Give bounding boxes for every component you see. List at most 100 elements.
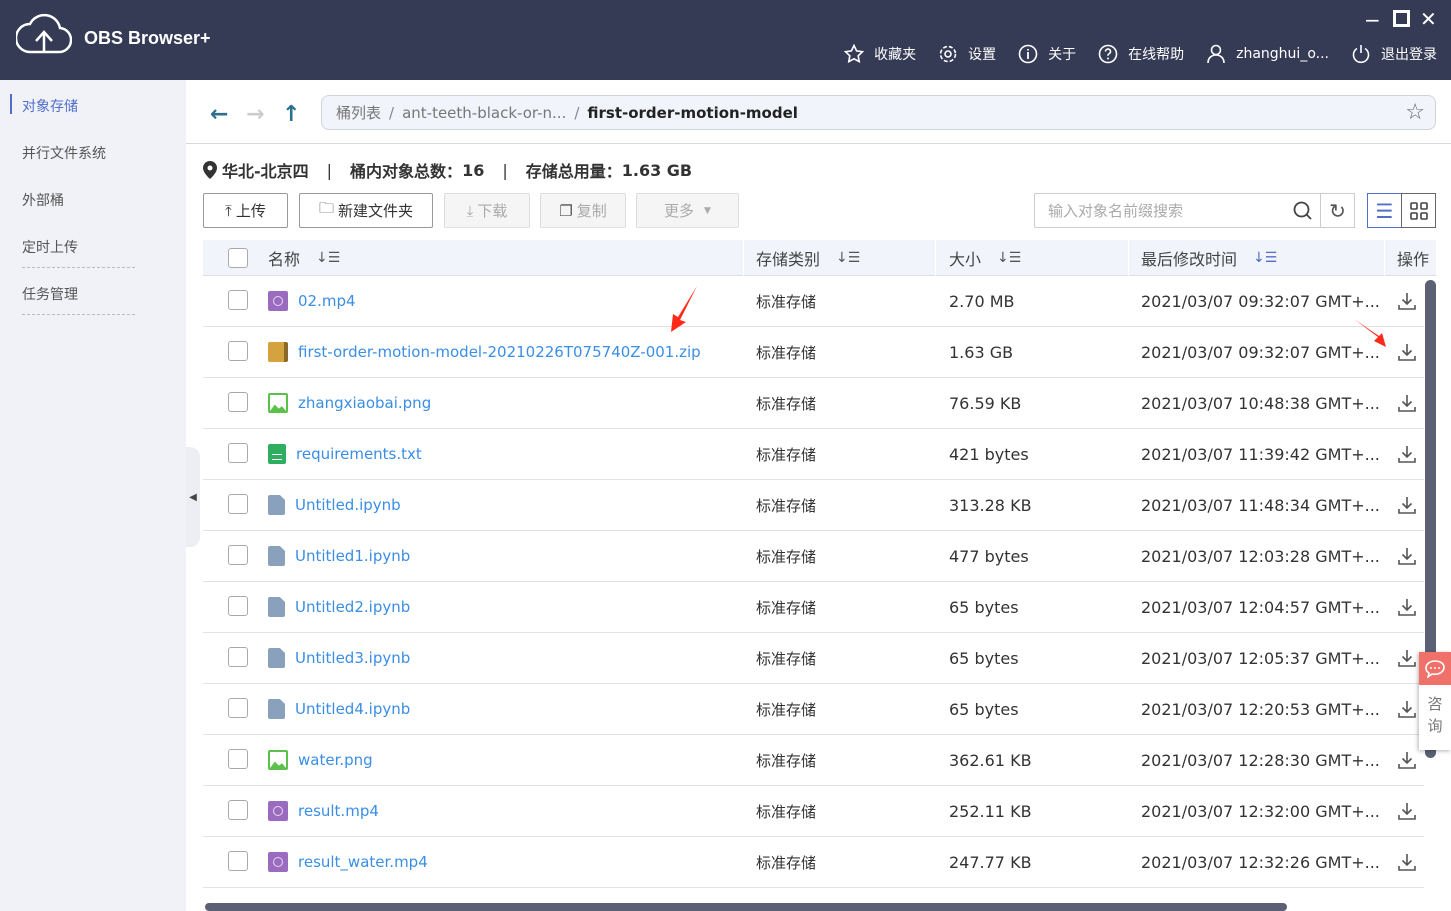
more-button[interactable]: 更多 ▼: [636, 193, 739, 228]
new-folder-button[interactable]: 🗀 新建文件夹: [299, 193, 433, 228]
row-checkbox[interactable]: [228, 443, 248, 463]
row-checkbox[interactable]: [228, 392, 248, 412]
power-icon: [1352, 45, 1370, 64]
minimize-button[interactable]: −: [1364, 8, 1381, 32]
consult-button[interactable]: 咨询: [1419, 652, 1451, 750]
column-name[interactable]: 名称 ↓☰: [268, 240, 340, 276]
select-all-checkbox[interactable]: [228, 248, 248, 268]
file-name-link[interactable]: requirements.txt: [296, 445, 422, 463]
sort-icon[interactable]: ↓☰: [836, 250, 861, 266]
file-name-link[interactable]: result.mp4: [298, 802, 379, 820]
download-icon[interactable]: [1397, 837, 1417, 887]
download-icon[interactable]: [1397, 531, 1417, 581]
gear-icon: [939, 45, 957, 63]
row-checkbox[interactable]: [228, 647, 248, 667]
copy-label: 复制: [576, 202, 607, 220]
table-row[interactable]: Untitled2.ipynb 标准存储 65 bytes 2021/03/07 12…: [203, 582, 1424, 633]
file-name-link[interactable]: result_water.mp4: [298, 853, 428, 871]
row-checkbox[interactable]: [228, 494, 248, 514]
table-row[interactable]: zhangxiaobai.png 标准存储 76.59 KB 2021/03/07 1…: [203, 378, 1424, 429]
annotation-arrow-icon: [671, 286, 697, 332]
download-icon[interactable]: [1397, 633, 1417, 683]
close-button[interactable]: ✕: [1420, 7, 1437, 31]
table-row[interactable]: Untitled1.ipynb 标准存储 477 bytes 2021/03/07 1…: [203, 531, 1424, 582]
refresh-button[interactable]: ↻: [1320, 193, 1355, 228]
copy-button[interactable]: ❐ 复制: [540, 193, 626, 228]
column-modified[interactable]: 最后修改时间 ↓☰: [1128, 240, 1384, 276]
breadcrumb-bucket[interactable]: ant-teeth-black-or-n...: [402, 103, 567, 122]
collapse-sidebar-button[interactable]: ◀: [186, 447, 200, 547]
download-icon[interactable]: [1397, 276, 1417, 326]
table-row[interactable]: requirements.txt 标准存储 421 bytes 2021/03/07 …: [203, 429, 1424, 480]
active-indicator: [10, 94, 12, 114]
download-icon[interactable]: [1397, 378, 1417, 428]
sidebar-item-task-management[interactable]: 任务管理: [22, 284, 135, 315]
search-input[interactable]: [1034, 193, 1321, 228]
breadcrumb-bucket-list[interactable]: 桶列表: [336, 104, 382, 122]
file-name-link[interactable]: Untitled.ipynb: [295, 496, 401, 514]
table-row[interactable]: result.mp4 标准存储 252.11 KB 2021/03/07 12:32:…: [203, 786, 1424, 837]
download-icon[interactable]: [1397, 684, 1417, 734]
download-icon[interactable]: [1397, 429, 1417, 479]
row-checkbox[interactable]: [228, 851, 248, 871]
list-view-button[interactable]: ☰: [1367, 193, 1402, 228]
file-name-link[interactable]: Untitled2.ipynb: [295, 598, 411, 616]
download-icon[interactable]: [1397, 480, 1417, 530]
table-row[interactable]: water.png 标准存储 362.61 KB 2021/03/07 12:28:3…: [203, 735, 1424, 786]
grid-view-button[interactable]: [1401, 193, 1436, 228]
table-row[interactable]: Untitled4.ipynb 标准存储 65 bytes 2021/03/07 12…: [203, 684, 1424, 735]
file-size: 65 bytes: [949, 597, 1019, 617]
favorite-star-icon[interactable]: ☆: [1405, 100, 1425, 125]
back-arrow-icon[interactable]: ←: [210, 102, 229, 127]
table-row[interactable]: Untitled.ipynb 标准存储 313.28 KB 2021/03/07 11…: [203, 480, 1424, 531]
file-name-link[interactable]: Untitled1.ipynb: [295, 547, 411, 565]
maximize-button[interactable]: [1393, 10, 1410, 27]
file-name-link[interactable]: Untitled4.ipynb: [295, 700, 411, 718]
column-actions-label: 操作: [1397, 250, 1430, 269]
download-icon[interactable]: [1397, 582, 1417, 632]
download-icon[interactable]: [1397, 735, 1417, 785]
file-name-link[interactable]: 02.mp4: [298, 292, 356, 310]
bucket-stats: 华北-北京四 | 桶内对象总数： 16 | 存储总用量： 1.63 GB: [203, 158, 692, 182]
nav-help[interactable]: 在线帮助: [1098, 44, 1184, 64]
horizontal-scrollbar[interactable]: [205, 903, 1287, 911]
row-checkbox[interactable]: [228, 800, 248, 820]
sort-active-icon[interactable]: ↓☰: [1253, 250, 1278, 266]
row-checkbox[interactable]: [228, 290, 248, 310]
forward-arrow-icon[interactable]: →: [246, 102, 265, 127]
download-icon[interactable]: [1397, 786, 1417, 836]
nav-gear[interactable]: 设置: [938, 44, 996, 64]
table-row[interactable]: Untitled3.ipynb 标准存储 65 bytes 2021/03/07 12…: [203, 633, 1424, 684]
file-name-link[interactable]: Untitled3.ipynb: [295, 649, 411, 667]
sidebar-item-object-storage[interactable]: 对象存储: [22, 99, 78, 115]
sort-icon[interactable]: ↓☰: [997, 250, 1022, 266]
nav-star[interactable]: 收藏夹: [844, 44, 916, 64]
table-row[interactable]: result_water.mp4 标准存储 247.77 KB 2021/03/07 …: [203, 837, 1424, 888]
sidebar-item-parallel-fs[interactable]: 并行文件系统: [22, 146, 106, 162]
nav-info[interactable]: 关于: [1018, 44, 1076, 64]
nav-user[interactable]: zhanghui_o...: [1206, 44, 1329, 64]
row-checkbox[interactable]: [228, 698, 248, 718]
row-checkbox[interactable]: [228, 749, 248, 769]
file-name-link[interactable]: first-order-motion-model-20210226T075740…: [298, 343, 701, 361]
column-size[interactable]: 大小 ↓☰: [935, 240, 1128, 276]
sort-icon[interactable]: ↓☰: [316, 250, 341, 266]
download-button[interactable]: ⤓ 下载: [444, 193, 530, 228]
upload-button[interactable]: ⤒ 上传: [203, 193, 288, 228]
file-name-link[interactable]: zhangxiaobai.png: [298, 394, 432, 412]
search-icon[interactable]: [1285, 194, 1320, 227]
sidebar-item-scheduled-upload[interactable]: 定时上传: [22, 237, 135, 268]
storage-class: 标准存储: [756, 496, 817, 515]
table-row[interactable]: first-order-motion-model-20210226T075740…: [203, 327, 1424, 378]
row-checkbox[interactable]: [228, 545, 248, 565]
sidebar-item-external-bucket[interactable]: 外部桶: [22, 193, 64, 209]
vertical-scrollbar[interactable]: [1425, 280, 1436, 758]
file-name-link[interactable]: water.png: [298, 751, 373, 769]
nav-power[interactable]: 退出登录: [1351, 44, 1437, 64]
download-icon[interactable]: [1397, 327, 1417, 377]
row-checkbox[interactable]: [228, 341, 248, 361]
table-row[interactable]: 02.mp4 标准存储 2.70 MB 2021/03/07 09:32:07 GMT…: [203, 276, 1424, 327]
row-checkbox[interactable]: [228, 596, 248, 616]
up-arrow-icon[interactable]: ↑: [282, 102, 301, 127]
column-storage-class[interactable]: 存储类别 ↓☰: [743, 240, 935, 276]
